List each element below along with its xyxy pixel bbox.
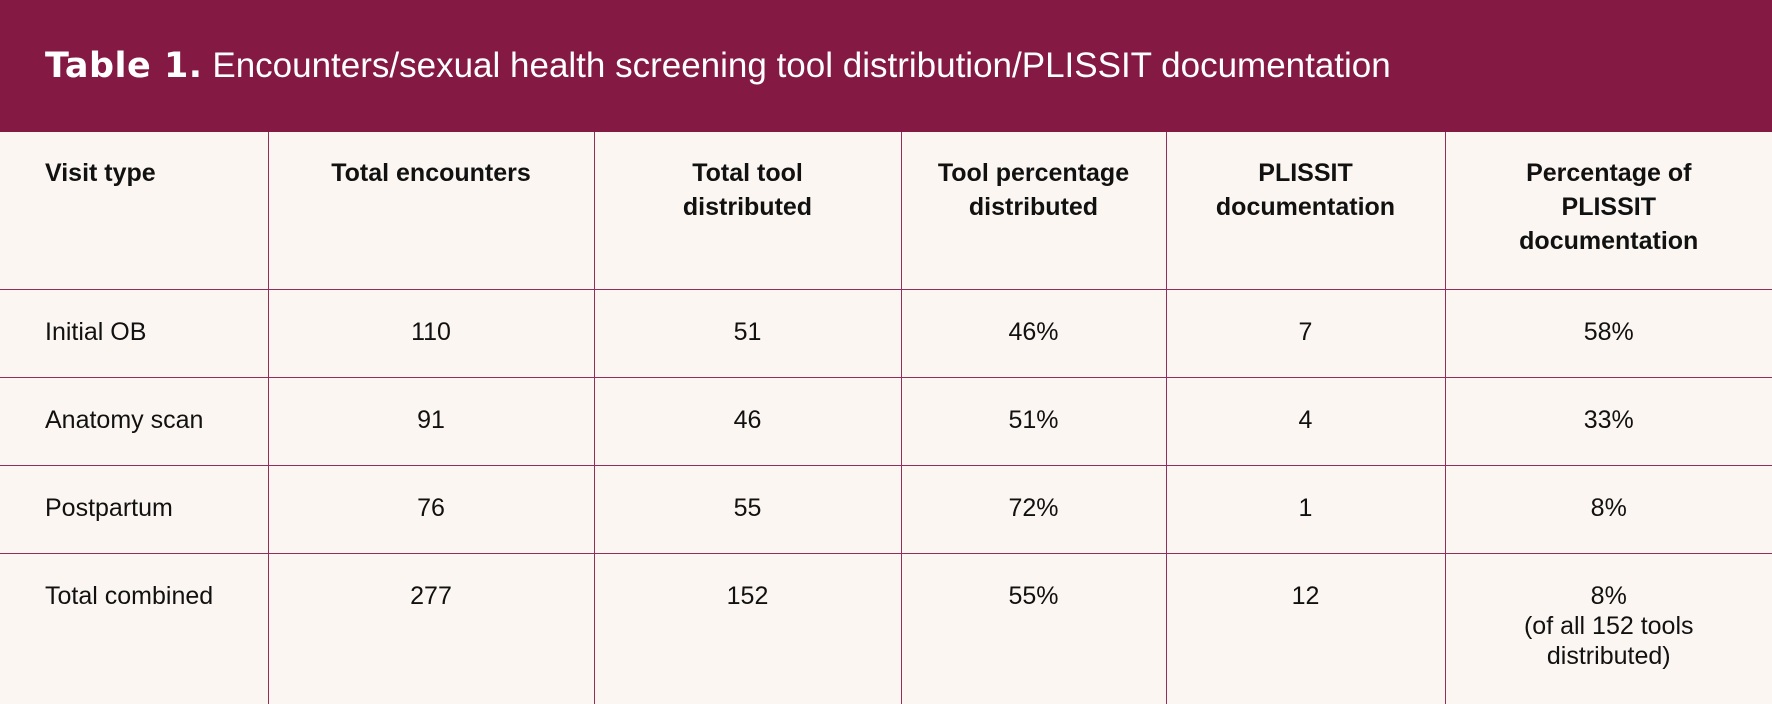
row-label: Initial OB — [0, 288, 269, 378]
table-label: Table 1. — [45, 46, 203, 86]
table-cell: 152 — [593, 552, 902, 704]
row-label: Anatomy scan — [0, 376, 269, 466]
row-label: Postpartum — [0, 464, 269, 554]
table-cell: 72% — [900, 464, 1167, 554]
data-table: Visit type Total encounters Total tool dis… — [0, 132, 1772, 704]
table-cell: 46% — [900, 288, 1167, 378]
table-cell: 8% — [1444, 464, 1772, 554]
table-cell: 51% — [900, 376, 1167, 466]
table-cell: 1 — [1165, 464, 1446, 554]
table-cell: 58% — [1444, 288, 1772, 378]
table-cell: 33% — [1444, 376, 1772, 466]
row-label: Total combined — [0, 552, 269, 704]
table-caption: Table 1. Encounters/sexual health screen… — [0, 0, 1772, 132]
table-cell: 8% (of all 152 tools distributed) — [1444, 552, 1772, 704]
table-cell: 4 — [1165, 376, 1446, 466]
table-cell: 277 — [267, 552, 595, 704]
cell-line: (of all 152 tools distributed) — [1523, 611, 1694, 670]
table-cell: 91 — [267, 376, 595, 466]
header-row: Visit type Total encounters Total tool dis… — [0, 132, 1772, 290]
table-row: Total combined 277 152 55% 12 8% (of all 152 t… — [0, 552, 1772, 704]
column-header: Total tool distributed — [593, 132, 902, 290]
table-cell: 76 — [267, 464, 595, 554]
table-cell: 7 — [1165, 288, 1446, 378]
column-header: Visit type — [0, 132, 269, 290]
table-row: Anatomy scan 91 46 51% 4 33% — [0, 376, 1772, 466]
column-header: Total encounters — [267, 132, 595, 290]
cell-line: 8% — [1590, 581, 1627, 610]
table-row: Initial OB 110 51 46% 7 58% — [0, 288, 1772, 378]
table-title: Encounters/sexual health screening tool … — [212, 46, 1391, 85]
table-cell: 46 — [593, 376, 902, 466]
column-header: Percentage of PLISSIT documentation — [1444, 132, 1772, 290]
column-header: PLISSIT documentation — [1165, 132, 1446, 290]
column-header: Tool percentage distributed — [900, 132, 1167, 290]
table-body: Initial OB 110 51 46% 7 58% Anatomy scan 91 46 51… — [0, 288, 1772, 704]
table-cell: 55 — [593, 464, 902, 554]
table-cell: 110 — [267, 288, 595, 378]
table-row: Postpartum 76 55 72% 1 8% — [0, 464, 1772, 554]
table-cell: 51 — [593, 288, 902, 378]
table-cell: 55% — [900, 552, 1167, 704]
table-cell: 12 — [1165, 552, 1446, 704]
